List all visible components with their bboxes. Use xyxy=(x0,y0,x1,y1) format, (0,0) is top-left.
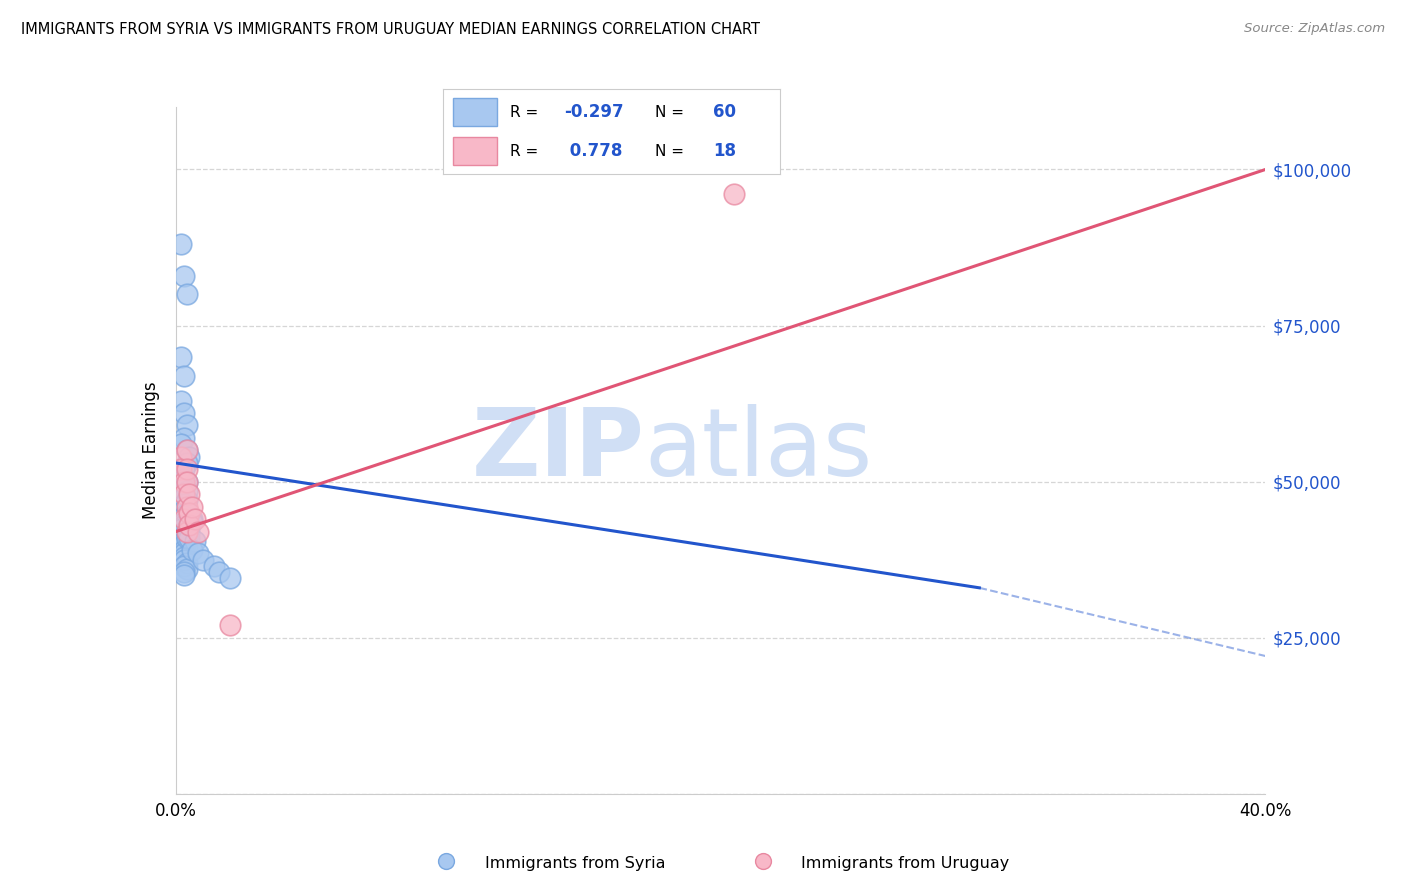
Point xyxy=(181,543,204,558)
Point xyxy=(176,483,198,498)
Point xyxy=(176,462,198,476)
FancyBboxPatch shape xyxy=(453,136,496,165)
Point xyxy=(176,443,198,458)
Point xyxy=(191,552,214,567)
Point xyxy=(173,268,195,283)
Point xyxy=(436,854,458,868)
Point xyxy=(170,350,193,364)
Point xyxy=(176,531,198,545)
Point xyxy=(184,533,207,548)
Point xyxy=(173,475,195,489)
Point xyxy=(176,456,198,470)
Point xyxy=(179,450,201,464)
Point xyxy=(176,500,198,514)
Text: Source: ZipAtlas.com: Source: ZipAtlas.com xyxy=(1244,22,1385,36)
Text: 18: 18 xyxy=(713,142,735,160)
Point xyxy=(176,527,198,541)
Text: Immigrants from Uruguay: Immigrants from Uruguay xyxy=(801,856,1010,871)
Point xyxy=(173,533,195,548)
Text: 60: 60 xyxy=(713,103,735,121)
Point xyxy=(184,512,207,526)
Point xyxy=(186,546,209,561)
Point xyxy=(173,549,195,564)
Text: R =: R = xyxy=(510,144,544,159)
Text: N =: N = xyxy=(655,144,689,159)
Point xyxy=(179,531,201,545)
Text: IMMIGRANTS FROM SYRIA VS IMMIGRANTS FROM URUGUAY MEDIAN EARNINGS CORRELATION CHA: IMMIGRANTS FROM SYRIA VS IMMIGRANTS FROM… xyxy=(21,22,761,37)
Point xyxy=(176,493,198,508)
Point xyxy=(170,468,193,483)
Point xyxy=(723,187,745,202)
Point xyxy=(170,393,193,408)
Point xyxy=(173,368,195,383)
Point xyxy=(173,462,195,476)
Point xyxy=(170,462,193,476)
Point xyxy=(170,512,193,526)
Point xyxy=(176,287,198,301)
Point xyxy=(173,481,195,495)
Point xyxy=(173,508,195,523)
Point xyxy=(173,431,195,445)
Point xyxy=(179,524,201,539)
Point xyxy=(176,475,198,489)
Point xyxy=(176,562,198,576)
Point xyxy=(173,471,195,485)
Point xyxy=(170,487,193,501)
Text: ZIP: ZIP xyxy=(471,404,644,497)
Point xyxy=(181,512,204,526)
Point xyxy=(752,854,775,868)
Point xyxy=(170,237,193,252)
Point xyxy=(173,406,195,420)
Point xyxy=(176,418,198,433)
Point xyxy=(179,518,201,533)
Text: -0.297: -0.297 xyxy=(564,103,624,121)
Point xyxy=(202,558,225,574)
Point xyxy=(219,571,242,585)
Point xyxy=(176,524,198,539)
Point xyxy=(181,515,204,529)
Y-axis label: Median Earnings: Median Earnings xyxy=(142,382,160,519)
Point xyxy=(173,566,195,580)
Point xyxy=(173,546,195,561)
Point xyxy=(173,478,195,492)
Point xyxy=(179,487,201,501)
Point xyxy=(170,521,193,535)
Point xyxy=(176,443,198,458)
Point xyxy=(170,437,193,451)
Point xyxy=(170,450,193,464)
Point xyxy=(173,487,195,501)
Text: R =: R = xyxy=(510,104,544,120)
Point xyxy=(173,543,195,558)
Point xyxy=(170,500,193,514)
Text: 0.778: 0.778 xyxy=(564,142,623,160)
Point xyxy=(173,558,195,574)
Point xyxy=(176,475,198,489)
Point xyxy=(173,490,195,504)
Point xyxy=(181,500,204,514)
Point xyxy=(179,518,201,533)
Point xyxy=(173,537,195,551)
Point xyxy=(173,568,195,582)
Point xyxy=(173,512,195,526)
Text: N =: N = xyxy=(655,104,689,120)
Point xyxy=(186,524,209,539)
Point xyxy=(173,496,195,510)
Point xyxy=(170,531,193,545)
Text: atlas: atlas xyxy=(644,404,873,497)
Point xyxy=(176,556,198,570)
Point xyxy=(219,618,242,632)
Point xyxy=(173,502,195,516)
Point xyxy=(173,515,195,529)
Point xyxy=(173,524,195,539)
Point xyxy=(179,506,201,520)
Text: Immigrants from Syria: Immigrants from Syria xyxy=(485,856,665,871)
Point xyxy=(173,552,195,567)
FancyBboxPatch shape xyxy=(453,98,496,127)
Point xyxy=(173,518,195,533)
Point xyxy=(176,541,198,555)
Point xyxy=(176,506,198,520)
Point xyxy=(208,566,231,580)
